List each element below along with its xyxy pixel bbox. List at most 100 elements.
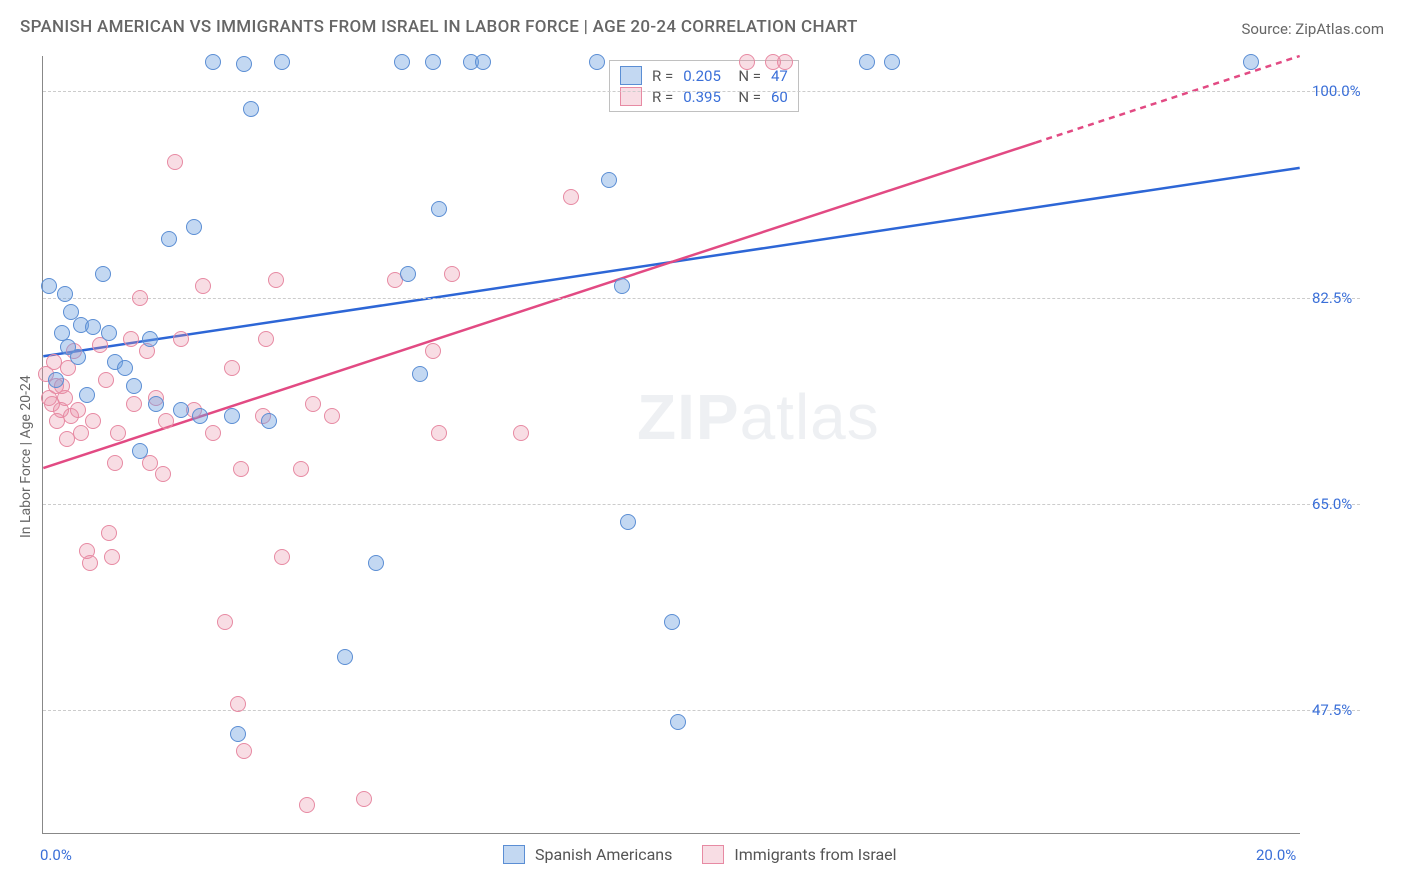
scatter-point-pink <box>356 791 372 807</box>
scatter-point-pink <box>98 372 114 388</box>
y-tick-label: 47.5% <box>1312 701 1352 719</box>
scatter-point-blue <box>117 360 133 376</box>
scatter-point-blue <box>79 387 95 403</box>
scatter-point-pink <box>258 331 274 347</box>
scatter-point-pink <box>299 797 315 813</box>
r-label: R = <box>652 67 673 85</box>
scatter-point-pink <box>217 614 233 630</box>
scatter-point-blue <box>142 331 158 347</box>
scatter-point-pink <box>85 413 101 429</box>
scatter-point-blue <box>425 54 441 70</box>
scatter-point-blue <box>48 372 64 388</box>
scatter-point-blue <box>368 555 384 571</box>
scatter-point-pink <box>173 331 189 347</box>
chart-title: SPANISH AMERICAN VS IMMIGRANTS FROM ISRA… <box>20 17 858 37</box>
scatter-point-blue <box>224 408 240 424</box>
scatter-point-pink <box>293 461 309 477</box>
scatter-point-blue <box>614 278 630 294</box>
scatter-point-blue <box>205 54 221 70</box>
scatter-point-blue <box>101 325 117 341</box>
scatter-point-blue <box>431 201 447 217</box>
watermark: ZIPatlas <box>637 380 880 454</box>
scatter-point-pink <box>563 189 579 205</box>
scatter-point-blue <box>1243 54 1259 70</box>
scatter-point-blue <box>243 101 259 117</box>
gridline <box>43 298 1360 299</box>
r-label: R = <box>652 88 673 106</box>
scatter-point-blue <box>884 54 900 70</box>
scatter-point-pink <box>739 54 755 70</box>
legend-item-pink: Immigrants from Israel <box>702 845 896 864</box>
scatter-point-pink <box>126 396 142 412</box>
chart-container: SPANISH AMERICAN VS IMMIGRANTS FROM ISRA… <box>0 0 1406 892</box>
r-value-pink: 0.395 <box>683 88 721 106</box>
scatter-point-pink <box>324 408 340 424</box>
scatter-point-blue <box>400 266 416 282</box>
swatch-pink <box>702 845 724 864</box>
scatter-point-pink <box>233 461 249 477</box>
scatter-point-blue <box>173 402 189 418</box>
scatter-point-blue <box>95 266 111 282</box>
n-label: N = <box>731 88 761 106</box>
scatter-point-blue <box>161 231 177 247</box>
scatter-point-blue <box>261 413 277 429</box>
legend-row-blue: R = 0.205 N = 47 <box>620 65 788 86</box>
regression-line-pink-dashed <box>1036 56 1300 143</box>
scatter-point-pink <box>236 743 252 759</box>
swatch-blue <box>503 845 525 864</box>
scatter-point-blue <box>85 319 101 335</box>
scatter-point-blue <box>274 54 290 70</box>
scatter-point-pink <box>431 425 447 441</box>
scatter-point-blue <box>132 443 148 459</box>
scatter-point-blue <box>589 54 605 70</box>
scatter-point-pink <box>82 555 98 571</box>
legend-series: Spanish Americans Immigrants from Israel <box>503 845 897 864</box>
regression-line-blue <box>43 168 1299 356</box>
swatch-blue <box>620 66 642 85</box>
y-tick-label: 100.0% <box>1312 82 1361 100</box>
y-tick-label: 82.5% <box>1312 289 1352 307</box>
scatter-point-pink <box>305 396 321 412</box>
scatter-point-pink <box>123 331 139 347</box>
legend-row-pink: R = 0.395 N = 60 <box>620 86 788 107</box>
watermark-bold: ZIP <box>637 381 740 453</box>
n-value-pink: 60 <box>771 88 788 106</box>
scatter-point-blue <box>337 649 353 665</box>
scatter-point-pink <box>73 425 89 441</box>
scatter-point-pink <box>195 278 211 294</box>
watermark-light: atlas <box>740 381 880 453</box>
scatter-point-blue <box>70 349 86 365</box>
scatter-point-blue <box>41 278 57 294</box>
scatter-point-blue <box>126 378 142 394</box>
scatter-point-blue <box>670 714 686 730</box>
scatter-point-pink <box>110 425 126 441</box>
legend-item-blue: Spanish Americans <box>503 845 672 864</box>
scatter-point-pink <box>425 343 441 359</box>
scatter-point-blue <box>859 54 875 70</box>
scatter-point-pink <box>101 525 117 541</box>
scatter-point-pink <box>155 466 171 482</box>
scatter-point-pink <box>167 154 183 170</box>
scatter-point-blue <box>230 726 246 742</box>
scatter-point-blue <box>475 54 491 70</box>
scatter-point-pink <box>444 266 460 282</box>
scatter-point-blue <box>186 219 202 235</box>
scatter-point-pink <box>205 425 221 441</box>
scatter-point-blue <box>664 614 680 630</box>
y-tick-label: 65.0% <box>1312 495 1352 513</box>
scatter-point-pink <box>268 272 284 288</box>
source-label: Source: ZipAtlas.com <box>1241 20 1384 38</box>
x-tick-label: 20.0% <box>1256 846 1296 864</box>
scatter-point-blue <box>620 514 636 530</box>
scatter-point-blue <box>192 408 208 424</box>
swatch-pink <box>620 87 642 106</box>
scatter-point-blue <box>601 172 617 188</box>
scatter-point-pink <box>777 54 793 70</box>
series-label-pink: Immigrants from Israel <box>734 845 896 864</box>
scatter-point-blue <box>148 396 164 412</box>
r-value-blue: 0.205 <box>683 67 721 85</box>
gridline <box>43 504 1360 505</box>
scatter-point-pink <box>70 402 86 418</box>
scatter-point-blue <box>412 366 428 382</box>
scatter-point-pink <box>224 360 240 376</box>
